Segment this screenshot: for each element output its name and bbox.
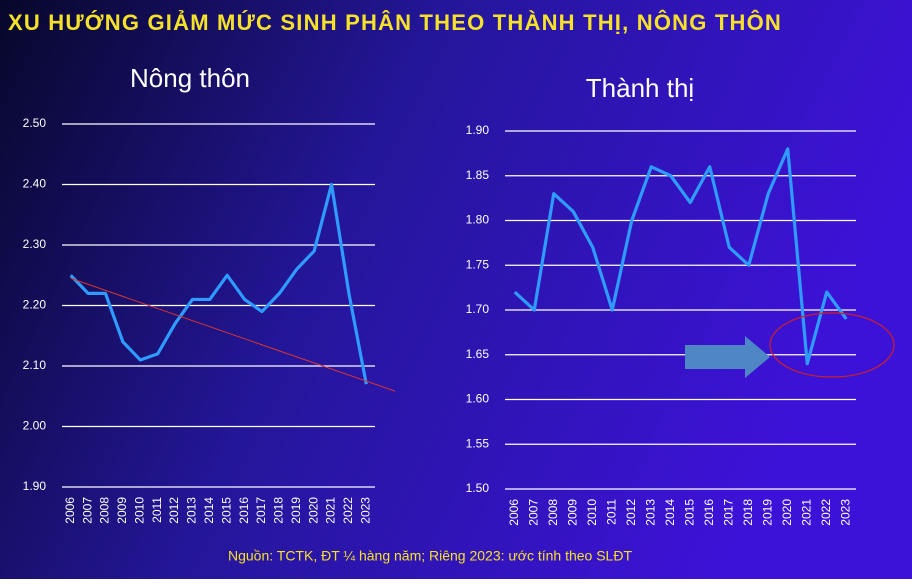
x-tick-label: 2022	[819, 499, 833, 526]
x-tick-label: 2019	[289, 497, 303, 524]
x-tick-label: 2009	[565, 499, 579, 526]
y-tick-label: 2.00	[23, 419, 47, 433]
y-tick-label: 1.80	[466, 213, 490, 227]
y-tick-label: 1.65	[466, 347, 490, 361]
y-tick-label: 2.10	[23, 358, 47, 372]
x-tick-label: 2016	[702, 499, 716, 526]
y-tick-label: 1.60	[466, 392, 490, 406]
arrow	[685, 336, 770, 378]
x-tick-label: 2019	[760, 499, 774, 526]
source-note: Nguồn: TCTK, ĐT ¼ hàng năm; Riêng 2023: …	[228, 548, 632, 564]
x-tick-label: 2012	[624, 499, 638, 526]
x-tick-label: 2007	[526, 499, 540, 526]
data-line	[69, 182, 368, 385]
x-tick-label: 2008	[98, 497, 112, 524]
y-tick-label: 1.85	[466, 168, 490, 182]
x-tick-label: 2015	[219, 497, 233, 524]
x-tick-label: 2020	[780, 499, 794, 526]
y-tick-label: 1.70	[466, 302, 490, 316]
x-tick-label: 2020	[306, 497, 320, 524]
x-tick-label: 2017	[254, 497, 268, 524]
x-tick-label: 2015	[682, 499, 696, 526]
y-tick-label: 2.50	[23, 116, 47, 130]
x-tick-label: 2021	[799, 499, 813, 526]
y-tick-label: 2.20	[23, 298, 47, 312]
x-tick-label: 2010	[132, 497, 146, 524]
data-line	[513, 147, 848, 366]
y-tick-label: 1.55	[466, 436, 490, 450]
highlight-ellipse	[769, 312, 895, 378]
x-tick-label: 2014	[202, 497, 216, 524]
x-tick-label: 2012	[167, 497, 181, 524]
x-tick-label: 2018	[272, 497, 286, 524]
x-tick-label: 2023	[838, 499, 852, 526]
x-tick-label: 2008	[546, 499, 560, 526]
y-tick-label: 1.75	[466, 257, 490, 271]
x-tick-label: 2017	[721, 499, 735, 526]
x-tick-label: 2014	[663, 499, 677, 526]
x-tick-label: 2022	[341, 497, 355, 524]
chart-title: Thành thị	[586, 73, 694, 103]
slide-title: XU HƯỚNG GIẢM MỨC SINH PHÂN THEO THÀNH T…	[8, 10, 782, 35]
x-tick-label: 2011	[604, 499, 618, 525]
x-tick-label: 2007	[80, 497, 94, 524]
x-tick-label: 2006	[507, 499, 521, 526]
chart-title: Nông thôn	[130, 63, 250, 93]
x-tick-label: 2021	[324, 497, 338, 524]
x-tick-label: 2023	[358, 497, 372, 524]
y-tick-label: 1.90	[23, 479, 47, 493]
x-tick-label: 2010	[585, 499, 599, 526]
x-tick-label: 2018	[741, 499, 755, 526]
y-tick-label: 2.40	[23, 177, 47, 191]
x-tick-label: 2009	[115, 497, 129, 524]
y-tick-label: 1.50	[466, 481, 490, 495]
x-tick-label: 2016	[237, 497, 251, 524]
x-tick-label: 2011	[150, 497, 164, 523]
trend-line	[70, 277, 396, 392]
y-tick-label: 2.30	[23, 237, 47, 251]
x-tick-label: 2013	[185, 497, 199, 524]
x-tick-label: 2013	[643, 499, 657, 526]
x-tick-label: 2006	[63, 497, 77, 524]
y-tick-label: 1.90	[466, 123, 490, 137]
